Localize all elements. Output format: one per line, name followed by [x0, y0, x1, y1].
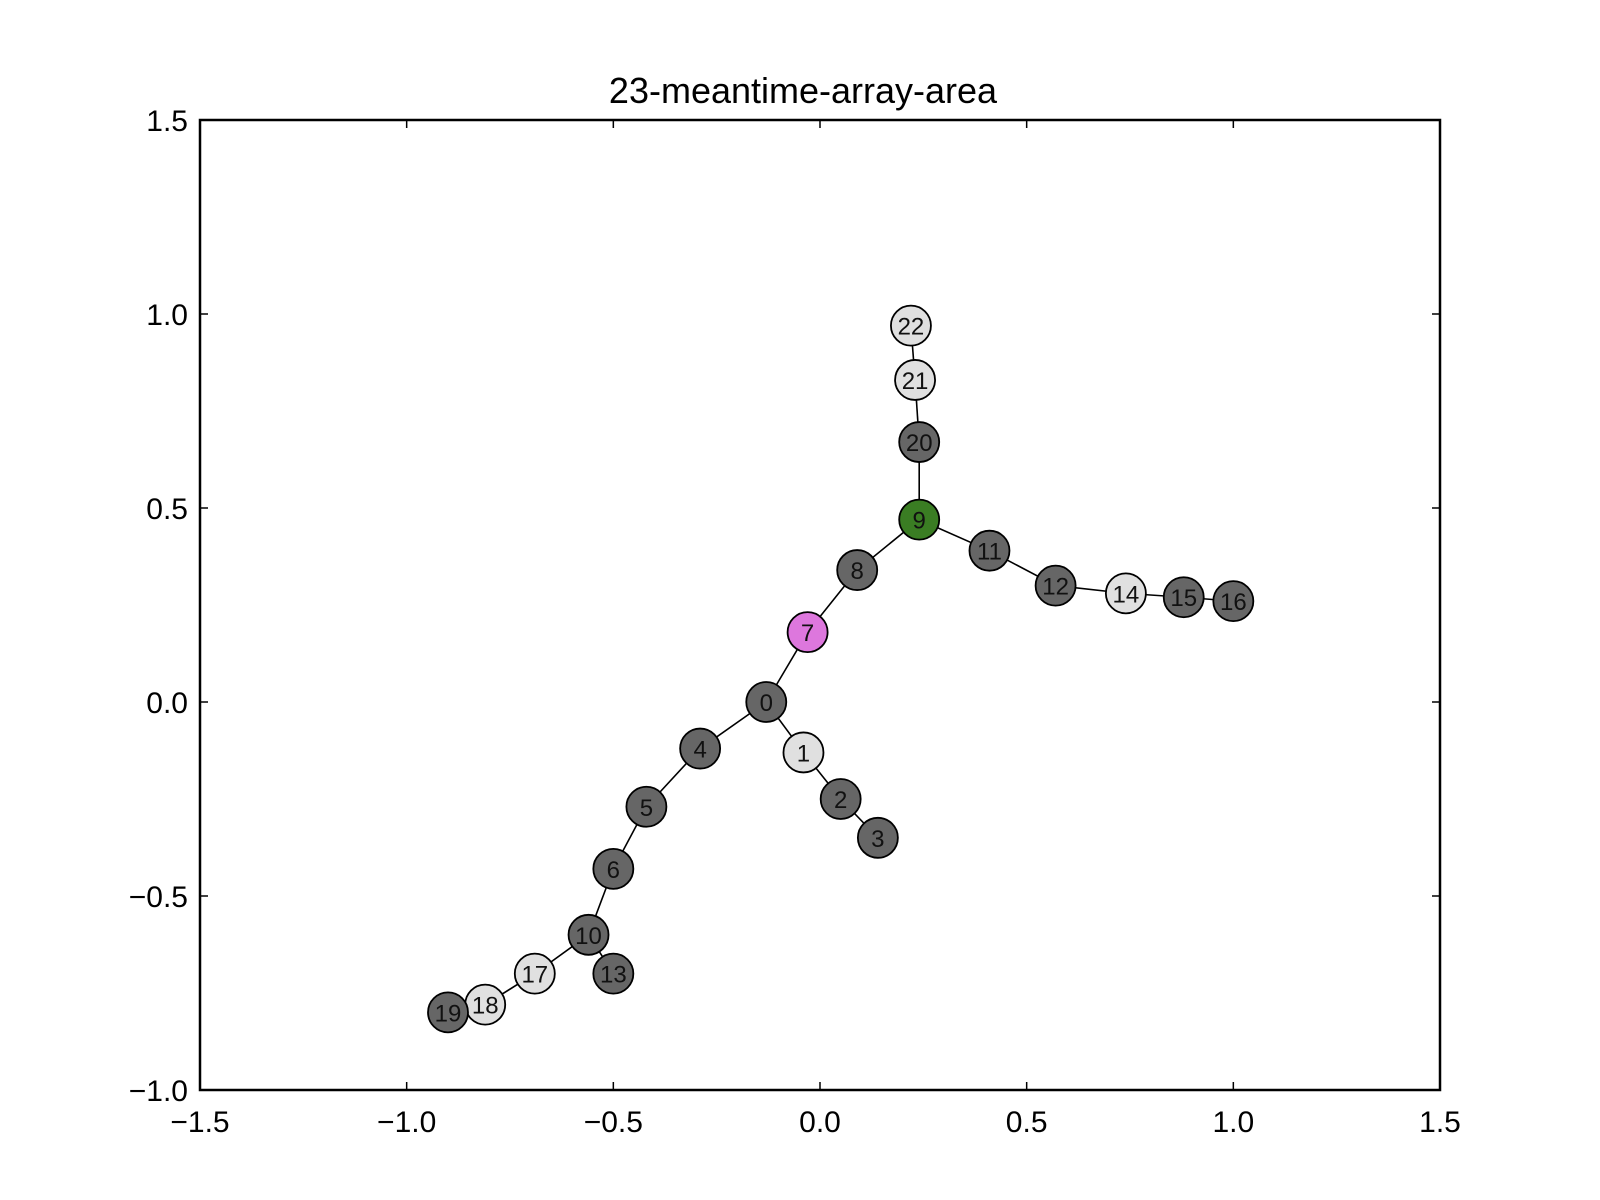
node-label: 4	[693, 737, 706, 764]
plot-area-frame	[198, 118, 1442, 1092]
node-label: 6	[607, 857, 620, 884]
node-19: 19	[427, 991, 469, 1034]
node-circle	[782, 731, 825, 774]
chart-title: 23-meantime-array-area	[609, 70, 998, 111]
x-tick-label: −1.0	[377, 1106, 436, 1139]
node-16: 16	[1212, 580, 1255, 623]
y-tick-label: −1.0	[129, 1075, 188, 1108]
node-circle	[898, 498, 941, 541]
node-label: 11	[977, 539, 1002, 566]
node-label: 18	[472, 993, 499, 1020]
node-label: 14	[1113, 581, 1140, 608]
node-circle	[786, 611, 829, 654]
y-tick-label: 0.0	[146, 687, 188, 720]
y-tick-label: 1.0	[146, 299, 188, 332]
node-circle	[427, 991, 469, 1034]
node-circle	[819, 778, 862, 820]
node-circle	[592, 847, 635, 890]
node-label: 17	[521, 962, 548, 989]
node-circle	[1212, 580, 1255, 623]
node-label: 12	[1042, 574, 1069, 601]
node-17: 17	[513, 952, 556, 995]
node-circle	[625, 785, 668, 828]
node-10: 10	[567, 913, 610, 956]
node-15: 15	[1162, 576, 1205, 619]
y-tick-label: 0.5	[146, 493, 188, 526]
node-circle	[567, 913, 610, 956]
node-20: 20	[898, 421, 941, 463]
node-circle	[1034, 564, 1077, 607]
node-1: 1	[782, 731, 825, 774]
node-0: 0	[745, 681, 788, 723]
node-7: 7	[786, 611, 829, 654]
node-circle	[513, 952, 556, 995]
node-circle	[898, 421, 941, 463]
node-circle	[592, 952, 635, 995]
node-21: 21	[894, 359, 936, 401]
node-circle	[856, 816, 899, 859]
node-label: 3	[871, 826, 884, 853]
node-5: 5	[625, 785, 668, 828]
node-14: 14	[1104, 572, 1147, 615]
x-tick-label: 1.5	[1419, 1106, 1461, 1139]
node-circle	[679, 727, 722, 770]
node-circle	[745, 681, 788, 723]
node-circle	[968, 529, 1011, 572]
node-12: 12	[1034, 564, 1077, 607]
node-2: 2	[819, 778, 862, 820]
node-circle	[1104, 572, 1147, 615]
x-tick-label: −0.5	[584, 1106, 643, 1139]
y-tick-label: −0.5	[129, 881, 188, 914]
node-label: 8	[851, 558, 864, 585]
node-label: 22	[898, 314, 925, 341]
node-label: 20	[906, 430, 933, 457]
x-tick-label: 0.0	[799, 1106, 841, 1139]
node-9: 9	[898, 498, 941, 541]
node-18: 18	[464, 983, 507, 1026]
node-circle	[1162, 576, 1205, 619]
node-8: 8	[836, 549, 879, 591]
node-3: 3	[856, 816, 899, 859]
x-tick-label: −1.5	[170, 1106, 229, 1139]
node-label: 5	[640, 795, 653, 822]
node-label: 2	[834, 787, 847, 814]
x-tick-label: 1.0	[1212, 1106, 1254, 1139]
node-4: 4	[679, 727, 722, 770]
node-circle	[836, 549, 879, 591]
axis-ticks: −1.5 −1.0 −0.5 0.0 0.5 1.0 1.5−1.0−0.50.00.51.…	[129, 105, 1461, 1139]
node-6: 6	[592, 847, 635, 890]
node-label: 7	[801, 620, 814, 647]
node-label: 16	[1220, 589, 1247, 616]
node-label: 15	[1170, 585, 1197, 612]
node-label: 9	[913, 508, 926, 535]
node-label: 13	[600, 962, 627, 989]
graph-edges	[447, 325, 1234, 1014]
y-tick-label: 1.5	[146, 105, 188, 138]
node-label: 1	[797, 740, 810, 767]
x-tick-label: 0.5	[1006, 1106, 1048, 1139]
node-label: 19	[435, 1000, 462, 1027]
node-circle	[890, 304, 932, 347]
node-13: 13	[592, 952, 635, 995]
node-label: 21	[902, 368, 929, 395]
node-label: 10	[575, 923, 602, 950]
node-label: 0	[760, 690, 773, 717]
node-11: 11	[968, 529, 1011, 572]
node-circle	[894, 359, 936, 401]
node-22: 22	[890, 304, 932, 347]
